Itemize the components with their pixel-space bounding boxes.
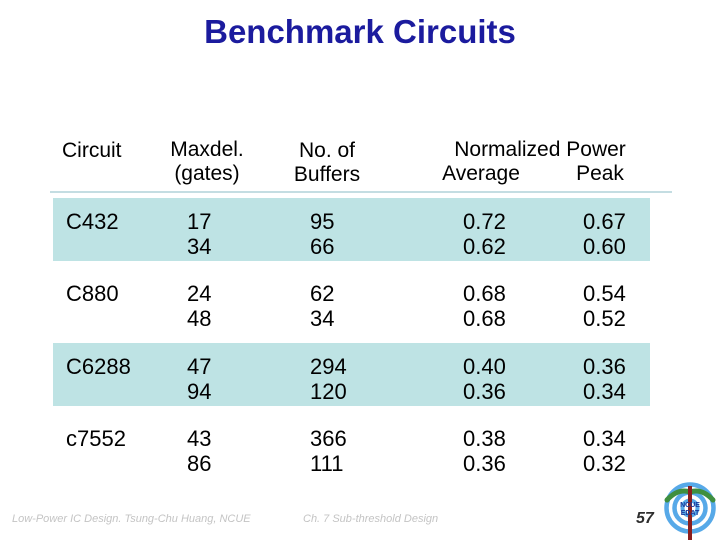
column-header-normalized-power: Normalized Power: [454, 138, 626, 161]
cell-average: 0.38 0.36: [463, 426, 506, 476]
table-row: C880 24 48 62 34 0.68 0.68 0.54 0.52: [53, 270, 650, 333]
footer-course-credit: Low-Power IC Design. Tsung-Chu Huang, NC…: [12, 513, 251, 525]
page-title: Benchmark Circuits: [204, 13, 516, 50]
table-row: C432 17 34 95 66 0.72 0.62 0.67 0.60: [53, 198, 650, 261]
cell-maxdel: 24 48: [187, 281, 212, 331]
cell-circuit: C880: [66, 281, 119, 306]
ncue-edat-logo-icon: NCUE EDAT: [664, 482, 716, 540]
cell-buffers: 294 120: [310, 354, 347, 404]
cell-circuit: C6288: [66, 354, 131, 379]
column-header-maxdel: Maxdel. (gates): [157, 138, 257, 186]
page-number: 57: [636, 510, 654, 527]
table-row: C6288 47 94 294 120 0.40 0.36 0.36 0.34: [53, 343, 650, 406]
cell-maxdel: 47 94: [187, 354, 212, 404]
column-header-buffers-line1: No. of: [298, 139, 356, 162]
column-header-buffers: No. of Buffers: [277, 139, 377, 187]
footer-chapter-title: Ch. 7 Sub-threshold Design: [303, 513, 439, 525]
cell-peak: 0.54 0.52: [583, 281, 626, 331]
cell-peak: 0.34 0.32: [583, 426, 626, 476]
cell-buffers: 366 111: [310, 426, 347, 476]
column-header-peak: Peak: [576, 162, 624, 185]
logo-text-line1: NCUE: [680, 502, 700, 509]
cell-average: 0.40 0.36: [463, 354, 506, 404]
cell-buffers: 62 34: [310, 281, 335, 331]
cell-maxdel: 43 86: [187, 426, 212, 476]
column-header-maxdel-line1: Maxdel.: [170, 138, 244, 161]
logo-text-line2: EDAT: [681, 510, 700, 517]
column-header-maxdel-line2: (gates): [174, 162, 240, 185]
cell-circuit: c7552: [66, 426, 126, 451]
cell-average: 0.72 0.62: [463, 209, 506, 259]
cell-buffers: 95 66: [310, 209, 335, 259]
cell-circuit: C432: [66, 209, 119, 234]
cell-maxdel: 17 34: [187, 209, 212, 259]
table-row: c7552 43 86 366 111 0.38 0.36 0.34 0.32: [53, 415, 650, 478]
header-separator-line: [50, 191, 672, 193]
column-header-circuit: Circuit: [62, 139, 122, 162]
cell-peak: 0.67 0.60: [583, 209, 626, 259]
column-header-average: Average: [442, 162, 520, 185]
cell-average: 0.68 0.68: [463, 281, 506, 331]
column-header-buffers-line2: Buffers: [293, 163, 361, 186]
cell-peak: 0.36 0.34: [583, 354, 626, 404]
